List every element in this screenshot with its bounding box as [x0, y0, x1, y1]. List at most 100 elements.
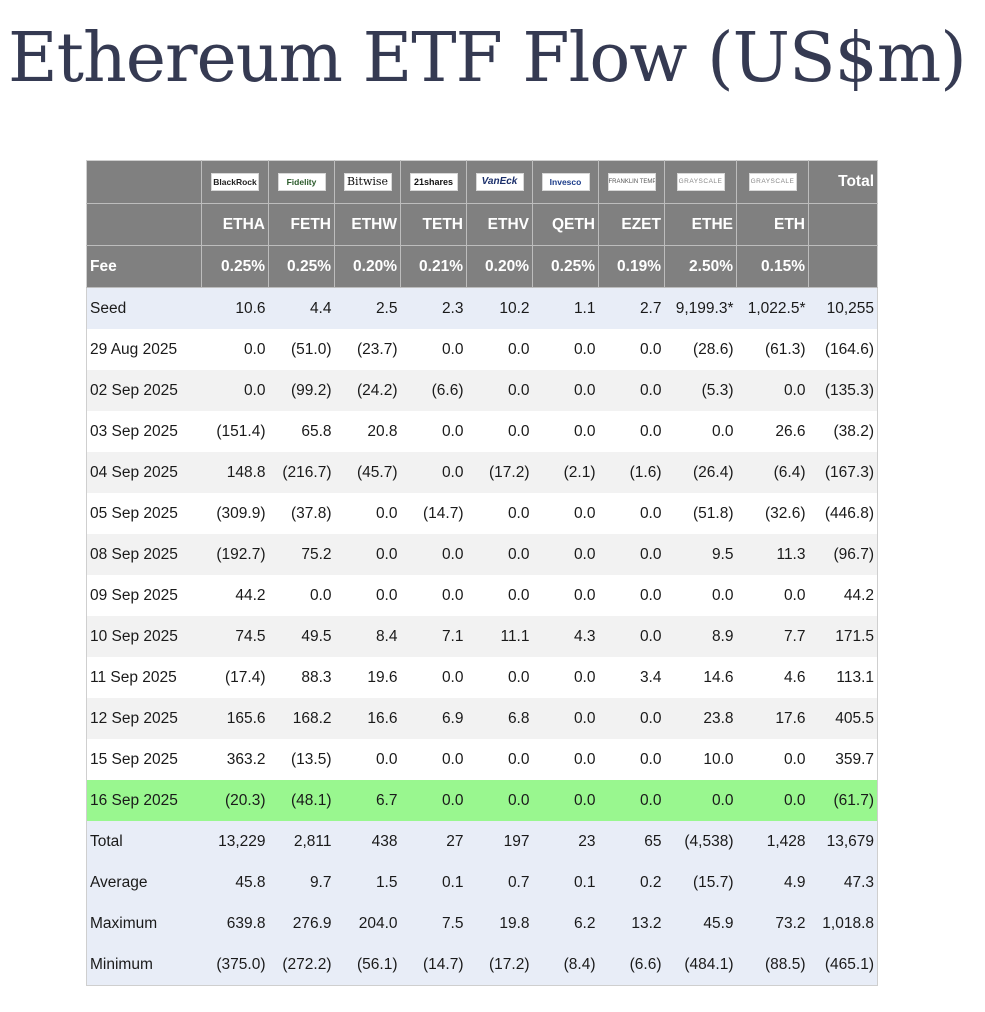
flow-value-cell: (484.1) [664, 944, 737, 986]
row-label: 08 Sep 2025 [86, 534, 202, 575]
flow-value-cell: 13,229 [201, 821, 269, 862]
flow-value-cell: 6.7 [334, 780, 401, 821]
row-label: Average [86, 862, 202, 903]
flow-value-cell: 7.7 [736, 616, 809, 657]
row-label: 15 Sep 2025 [86, 739, 202, 780]
flow-value-cell: 0.0 [532, 534, 599, 575]
flow-value-cell: (15.7) [664, 862, 737, 903]
flow-value-cell: (48.1) [268, 780, 335, 821]
grayscale-logo: GRAYSCALE [676, 173, 725, 191]
flow-value-cell: 1.1 [532, 287, 599, 329]
flow-value-cell: 65 [598, 821, 665, 862]
table-row: Minimum (375.0) (272.2) (56.1) (14.7) (17.2)(… [86, 944, 878, 986]
flow-value-cell: 0.0 [334, 493, 401, 534]
row-label: 09 Sep 2025 [86, 575, 202, 616]
flow-value-cell: (32.6) [736, 493, 809, 534]
flow-value-cell: 10.2 [466, 287, 533, 329]
issuer-cell: 21shares [400, 160, 467, 204]
table-row: 02 Sep 2025 0.0 (99.2) (24.2) (6.6) 0.0 0.0 0.0… [86, 370, 878, 411]
table-row: 08 Sep 2025 (192.7) 75.2 0.0 0.0 0.0 0.0 0.0 9.5… [86, 534, 878, 575]
row-total-cell: (61.7) [808, 780, 878, 821]
flow-value-cell: 0.0 [201, 370, 269, 411]
flow-value-cell: 0.0 [736, 739, 809, 780]
flow-value-cell: (17.2) [466, 944, 533, 986]
flow-value-cell: 3.4 [598, 657, 665, 698]
row-total-cell: 113.1 [808, 657, 878, 698]
flow-value-cell: 0.0 [466, 657, 533, 698]
page-title: Ethereum ETF Flow (US$m) [8, 19, 967, 98]
flow-value-cell: (26.4) [664, 452, 737, 493]
ticker-cell: ETH [736, 203, 809, 246]
fee-row: Fee 0.25% 0.25% 0.20% 0.21% 0.20% 0.25% 0.19% 2.… [86, 245, 878, 288]
flow-value-cell: 0.0 [736, 370, 809, 411]
flow-value-cell: (375.0) [201, 944, 269, 986]
flow-value-cell: 0.0 [664, 411, 737, 452]
flow-value-cell: (20.3) [201, 780, 269, 821]
flow-value-cell: 13.2 [598, 903, 665, 944]
flow-value-cell: 2.7 [598, 287, 665, 329]
flow-value-cell: 44.2 [201, 575, 269, 616]
flow-value-cell: 88.3 [268, 657, 335, 698]
flow-value-cell: 0.0 [400, 657, 467, 698]
flow-value-cell: 0.0 [598, 616, 665, 657]
flow-value-cell: (1.6) [598, 452, 665, 493]
flow-value-cell: 0.0 [598, 329, 665, 370]
flow-value-cell: 168.2 [268, 698, 335, 739]
row-total-cell: 44.2 [808, 575, 878, 616]
flow-value-cell: (6.4) [736, 452, 809, 493]
grayscale-logo: GRAYSCALE [748, 173, 797, 191]
ticker-cell: TETH [400, 203, 467, 246]
flow-value-cell: 0.0 [598, 370, 665, 411]
franklin-templeton-logo: FRANKLIN TEMPLETON [607, 173, 656, 191]
row-total-cell: (38.2) [808, 411, 878, 452]
flow-value-cell: 0.0 [466, 329, 533, 370]
issuer-cell: BlackRock [201, 160, 269, 204]
flow-value-cell: 0.0 [532, 698, 599, 739]
fee-cell: 0.25% [201, 245, 269, 288]
flow-value-cell: 0.7 [466, 862, 533, 903]
flow-value-cell: 0.0 [201, 329, 269, 370]
flow-value-cell: 204.0 [334, 903, 401, 944]
table-row: 29 Aug 2025 0.0 (51.0) (23.7) 0.0 0.0 0.0 0.0 (2… [86, 329, 878, 370]
table-row: Total 13,229 2,811 438 27 197 23 65 (4,538) 1,428… [86, 821, 878, 862]
row-label: 10 Sep 2025 [86, 616, 202, 657]
total-header: Total [808, 160, 878, 204]
flow-value-cell: 7.1 [400, 616, 467, 657]
fidelity-logo: Fidelity [277, 173, 326, 191]
flow-value-cell: 0.0 [400, 329, 467, 370]
table-row: 11 Sep 2025 (17.4) 88.3 19.6 0.0 0.0 0.0 3.4 14.… [86, 657, 878, 698]
table-row: 16 Sep 2025 (20.3) (48.1) 6.7 0.0 0.0 0.0 0.0 0.… [86, 780, 878, 821]
ticker-label-cell [86, 203, 202, 246]
flow-value-cell: 0.0 [598, 739, 665, 780]
ticker-cell: QETH [532, 203, 599, 246]
etf-flow-table: BlackRock Fidelity Bitwise 21shares VanEck In… [86, 160, 878, 986]
row-total-cell: 171.5 [808, 616, 878, 657]
issuer-cell: GRAYSCALE [664, 160, 737, 204]
flow-value-cell: 8.4 [334, 616, 401, 657]
row-total-cell: 47.3 [808, 862, 878, 903]
row-total-cell: 1,018.8 [808, 903, 878, 944]
flow-value-cell: 363.2 [201, 739, 269, 780]
flow-value-cell: 0.0 [598, 493, 665, 534]
flow-value-cell: 2.5 [334, 287, 401, 329]
flow-value-cell: (272.2) [268, 944, 335, 986]
table-row: Maximum 639.8 276.9 204.0 7.5 19.8 6.2 13.2 45.9… [86, 903, 878, 944]
flow-value-cell: 0.0 [400, 411, 467, 452]
flow-value-cell: (4,538) [664, 821, 737, 862]
flow-value-cell: 0.0 [400, 575, 467, 616]
flow-value-cell: (14.7) [400, 493, 467, 534]
ticker-cell: FETH [268, 203, 335, 246]
row-label: 03 Sep 2025 [86, 411, 202, 452]
flow-value-cell: 16.6 [334, 698, 401, 739]
flow-value-cell: (151.4) [201, 411, 269, 452]
flow-value-cell: 639.8 [201, 903, 269, 944]
flow-value-cell: (28.6) [664, 329, 737, 370]
row-label: Maximum [86, 903, 202, 944]
flow-value-cell: 0.0 [664, 575, 737, 616]
flow-value-cell: 45.8 [201, 862, 269, 903]
flow-value-cell: 7.5 [400, 903, 467, 944]
flow-value-cell: 23 [532, 821, 599, 862]
row-total-cell: 405.5 [808, 698, 878, 739]
vaneck-logo: VanEck [475, 173, 524, 191]
fee-cell: 0.19% [598, 245, 665, 288]
